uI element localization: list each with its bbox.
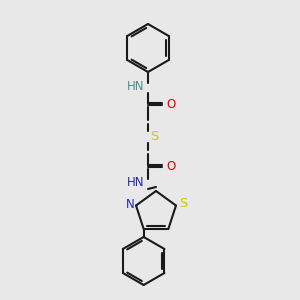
Text: O: O — [167, 98, 176, 112]
Text: HN: HN — [127, 80, 145, 94]
Text: S: S — [150, 130, 158, 143]
Text: HN: HN — [127, 176, 145, 190]
Text: S: S — [179, 197, 187, 210]
Text: N: N — [126, 198, 134, 211]
Text: O: O — [167, 160, 176, 173]
